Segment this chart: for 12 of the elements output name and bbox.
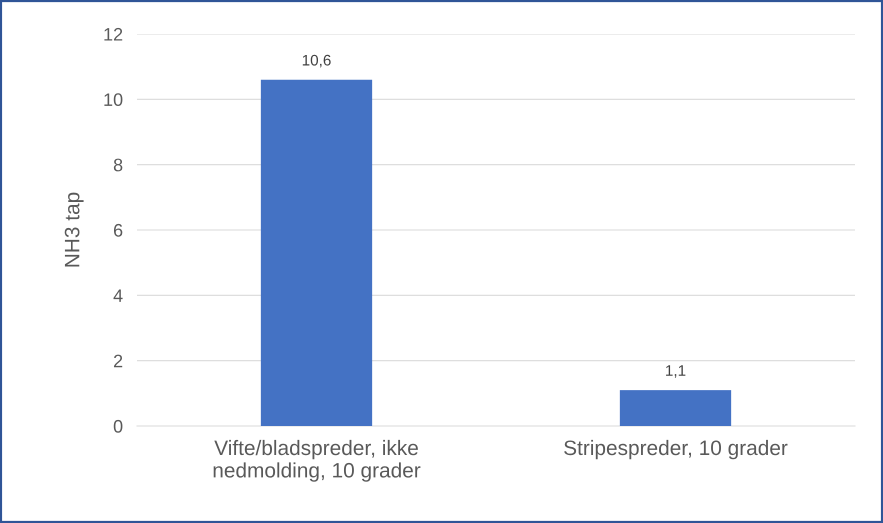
- y-tick-label: 6: [114, 224, 122, 237]
- data-label: 1,1: [666, 365, 686, 378]
- y-tick-label: 12: [104, 28, 122, 41]
- x-tick-label: Stripespreder, 10 grader: [564, 440, 788, 460]
- data-label: 10,6: [302, 54, 331, 68]
- y-tick-label: 0: [114, 420, 122, 433]
- y-axis-title: NH3 tap: [64, 192, 84, 266]
- x-tick-label: Vifte/bladspreder, ikke nedmolding, 10 grader: [214, 440, 420, 482]
- y-tick-label: 10: [104, 93, 122, 106]
- y-tick-label: 8: [114, 158, 122, 172]
- y-tick-label: 4: [113, 289, 123, 302]
- y-tick-label: 2: [114, 354, 122, 368]
